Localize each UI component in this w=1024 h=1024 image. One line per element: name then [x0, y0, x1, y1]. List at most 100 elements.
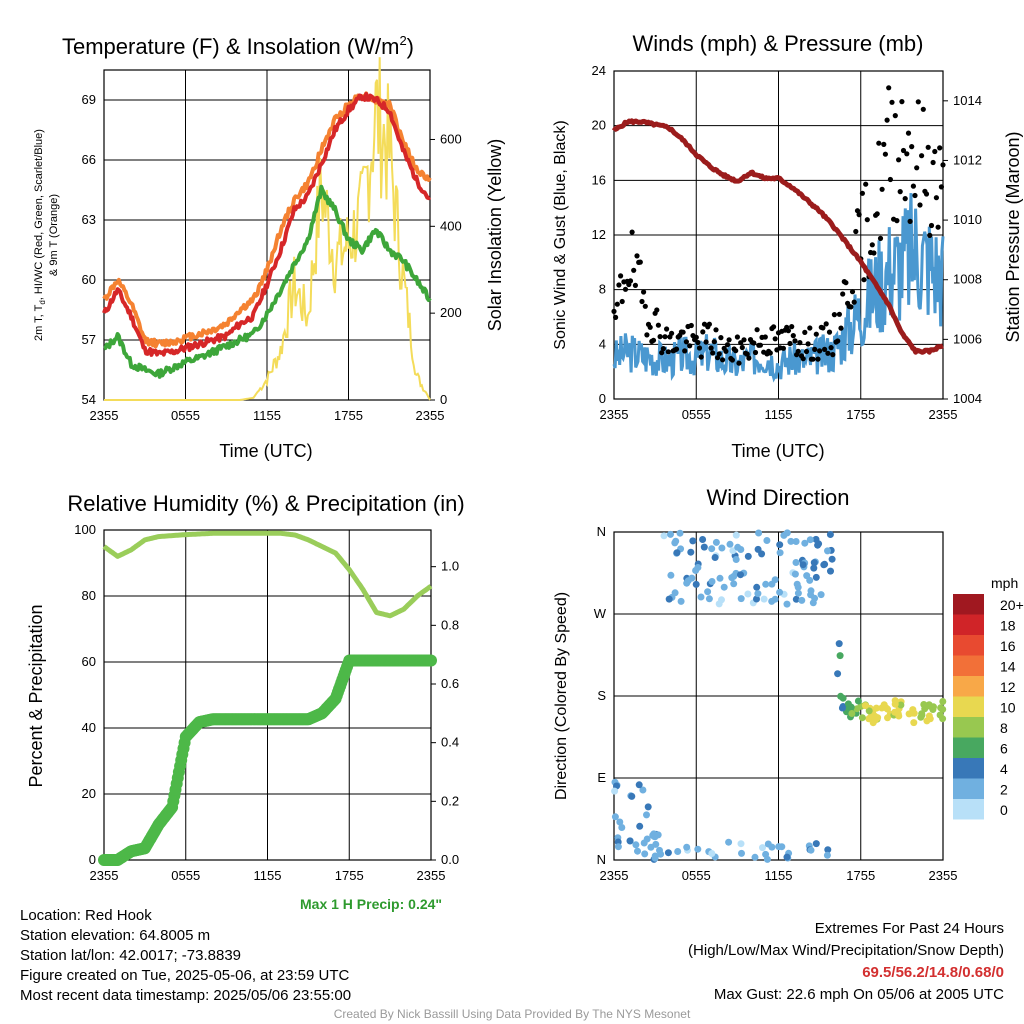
wind-y-tick: 12: [592, 227, 606, 242]
direction-point: [930, 703, 937, 711]
gust-point: [795, 348, 801, 354]
direction-point: [861, 702, 869, 710]
direction-point: [794, 589, 802, 597]
wind-y-tick: 0: [599, 391, 606, 406]
gust-point: [810, 356, 816, 362]
temp-xlabel: Time (UTC): [219, 441, 312, 461]
gust-point: [751, 340, 757, 346]
direction-point: [639, 786, 647, 794]
legend-swatch: [953, 778, 984, 799]
direction-point: [760, 595, 768, 603]
dir-y-tick: N: [597, 852, 606, 867]
gust-point: [741, 337, 747, 343]
direction-point: [824, 547, 831, 555]
gust-point: [706, 321, 713, 327]
gust-point: [882, 151, 889, 157]
wind-y-tick: 24: [592, 63, 606, 78]
gust-point: [925, 144, 931, 150]
legend-swatch: [953, 614, 984, 635]
wind-y2-tick: 1014: [953, 93, 982, 108]
rh-y2-tick: 0.8: [441, 617, 459, 632]
temp-y2label: Solar Insolation (Yellow): [485, 139, 505, 331]
gust-point: [909, 144, 915, 150]
gust-point: [637, 259, 643, 265]
gust-point: [657, 334, 663, 340]
gust-point: [915, 99, 921, 105]
direction-point: [910, 709, 918, 717]
legend-swatch: [953, 799, 984, 820]
direction-point: [730, 580, 738, 588]
gust-point: [892, 113, 898, 119]
temp-frame: [103, 69, 431, 401]
direction-point: [671, 589, 679, 597]
gust-point: [899, 99, 905, 105]
direction-point: [812, 840, 820, 848]
rh-y-tick: 20: [82, 786, 96, 801]
wind-y-tick: 4: [599, 336, 606, 351]
direction-point: [618, 824, 626, 831]
extremes-box: Extremes For Past 24 Hours (High/Low/Max…: [688, 918, 1004, 1006]
gust-point: [826, 329, 833, 335]
gust-point: [688, 322, 694, 329]
gust-point: [889, 99, 895, 105]
direction-point: [667, 530, 674, 538]
direction-point: [677, 597, 685, 605]
gust-point: [803, 348, 810, 355]
direction-point: [824, 846, 832, 854]
gust-point: [805, 341, 811, 347]
legend-label: 6: [1000, 741, 1008, 757]
gust-point: [861, 277, 867, 283]
rh-frame: [103, 529, 432, 861]
gust-point: [618, 273, 624, 279]
direction-point: [837, 692, 845, 700]
direction-point: [828, 555, 836, 563]
gust-point: [848, 304, 854, 310]
gust-point: [864, 217, 870, 223]
gust-point: [815, 356, 821, 362]
gust-point: [933, 195, 940, 201]
gust-point: [851, 299, 857, 305]
gust-point: [787, 340, 793, 347]
direction-point: [817, 591, 825, 599]
winds-panel: 2355 0555 1155 1755 235504812162024100410061…: [592, 63, 982, 422]
dir-y-tick: W: [594, 606, 607, 621]
gust-point: [654, 307, 660, 313]
gust-point: [879, 186, 885, 192]
temp-y-tick: 54: [82, 392, 96, 407]
direction-point: [689, 537, 697, 545]
gust-point: [840, 291, 846, 297]
gust-point: [711, 339, 717, 345]
legend-swatch: [953, 696, 984, 717]
gust-point: [800, 356, 806, 362]
gust-point: [917, 202, 923, 208]
gust-point: [771, 324, 777, 330]
direction-point: [858, 714, 866, 722]
direction-point: [725, 838, 733, 846]
dewpoint-line: [103, 184, 432, 379]
wind-xlabel: Time (UTC): [731, 441, 824, 461]
rh-x-tick: 2355: [90, 868, 119, 883]
station-elevation: Station elevation: 64.8005 m: [20, 927, 211, 944]
gust-point: [869, 242, 875, 248]
wind-x-tick: 2355: [600, 407, 629, 422]
legend-label: 20+: [1000, 597, 1024, 613]
station-location: Location: Red Hook: [20, 907, 152, 924]
direction-point: [834, 670, 842, 678]
temp-ylabel-line2: & 9m T (Orange): [48, 194, 60, 276]
gust-point: [900, 147, 907, 154]
gust-point: [744, 351, 750, 357]
gust-point: [739, 344, 745, 351]
direction-point: [799, 561, 807, 569]
direction-point: [672, 537, 680, 545]
precip-point: [425, 654, 437, 667]
direction-point: [636, 822, 644, 830]
gust-point: [696, 345, 703, 351]
dir-frame: [613, 531, 944, 861]
direction-point: [687, 548, 695, 556]
direction-point: [854, 697, 862, 705]
direction-point: [853, 705, 861, 713]
legend-label: 16: [1000, 638, 1016, 654]
direction-point: [611, 813, 619, 821]
